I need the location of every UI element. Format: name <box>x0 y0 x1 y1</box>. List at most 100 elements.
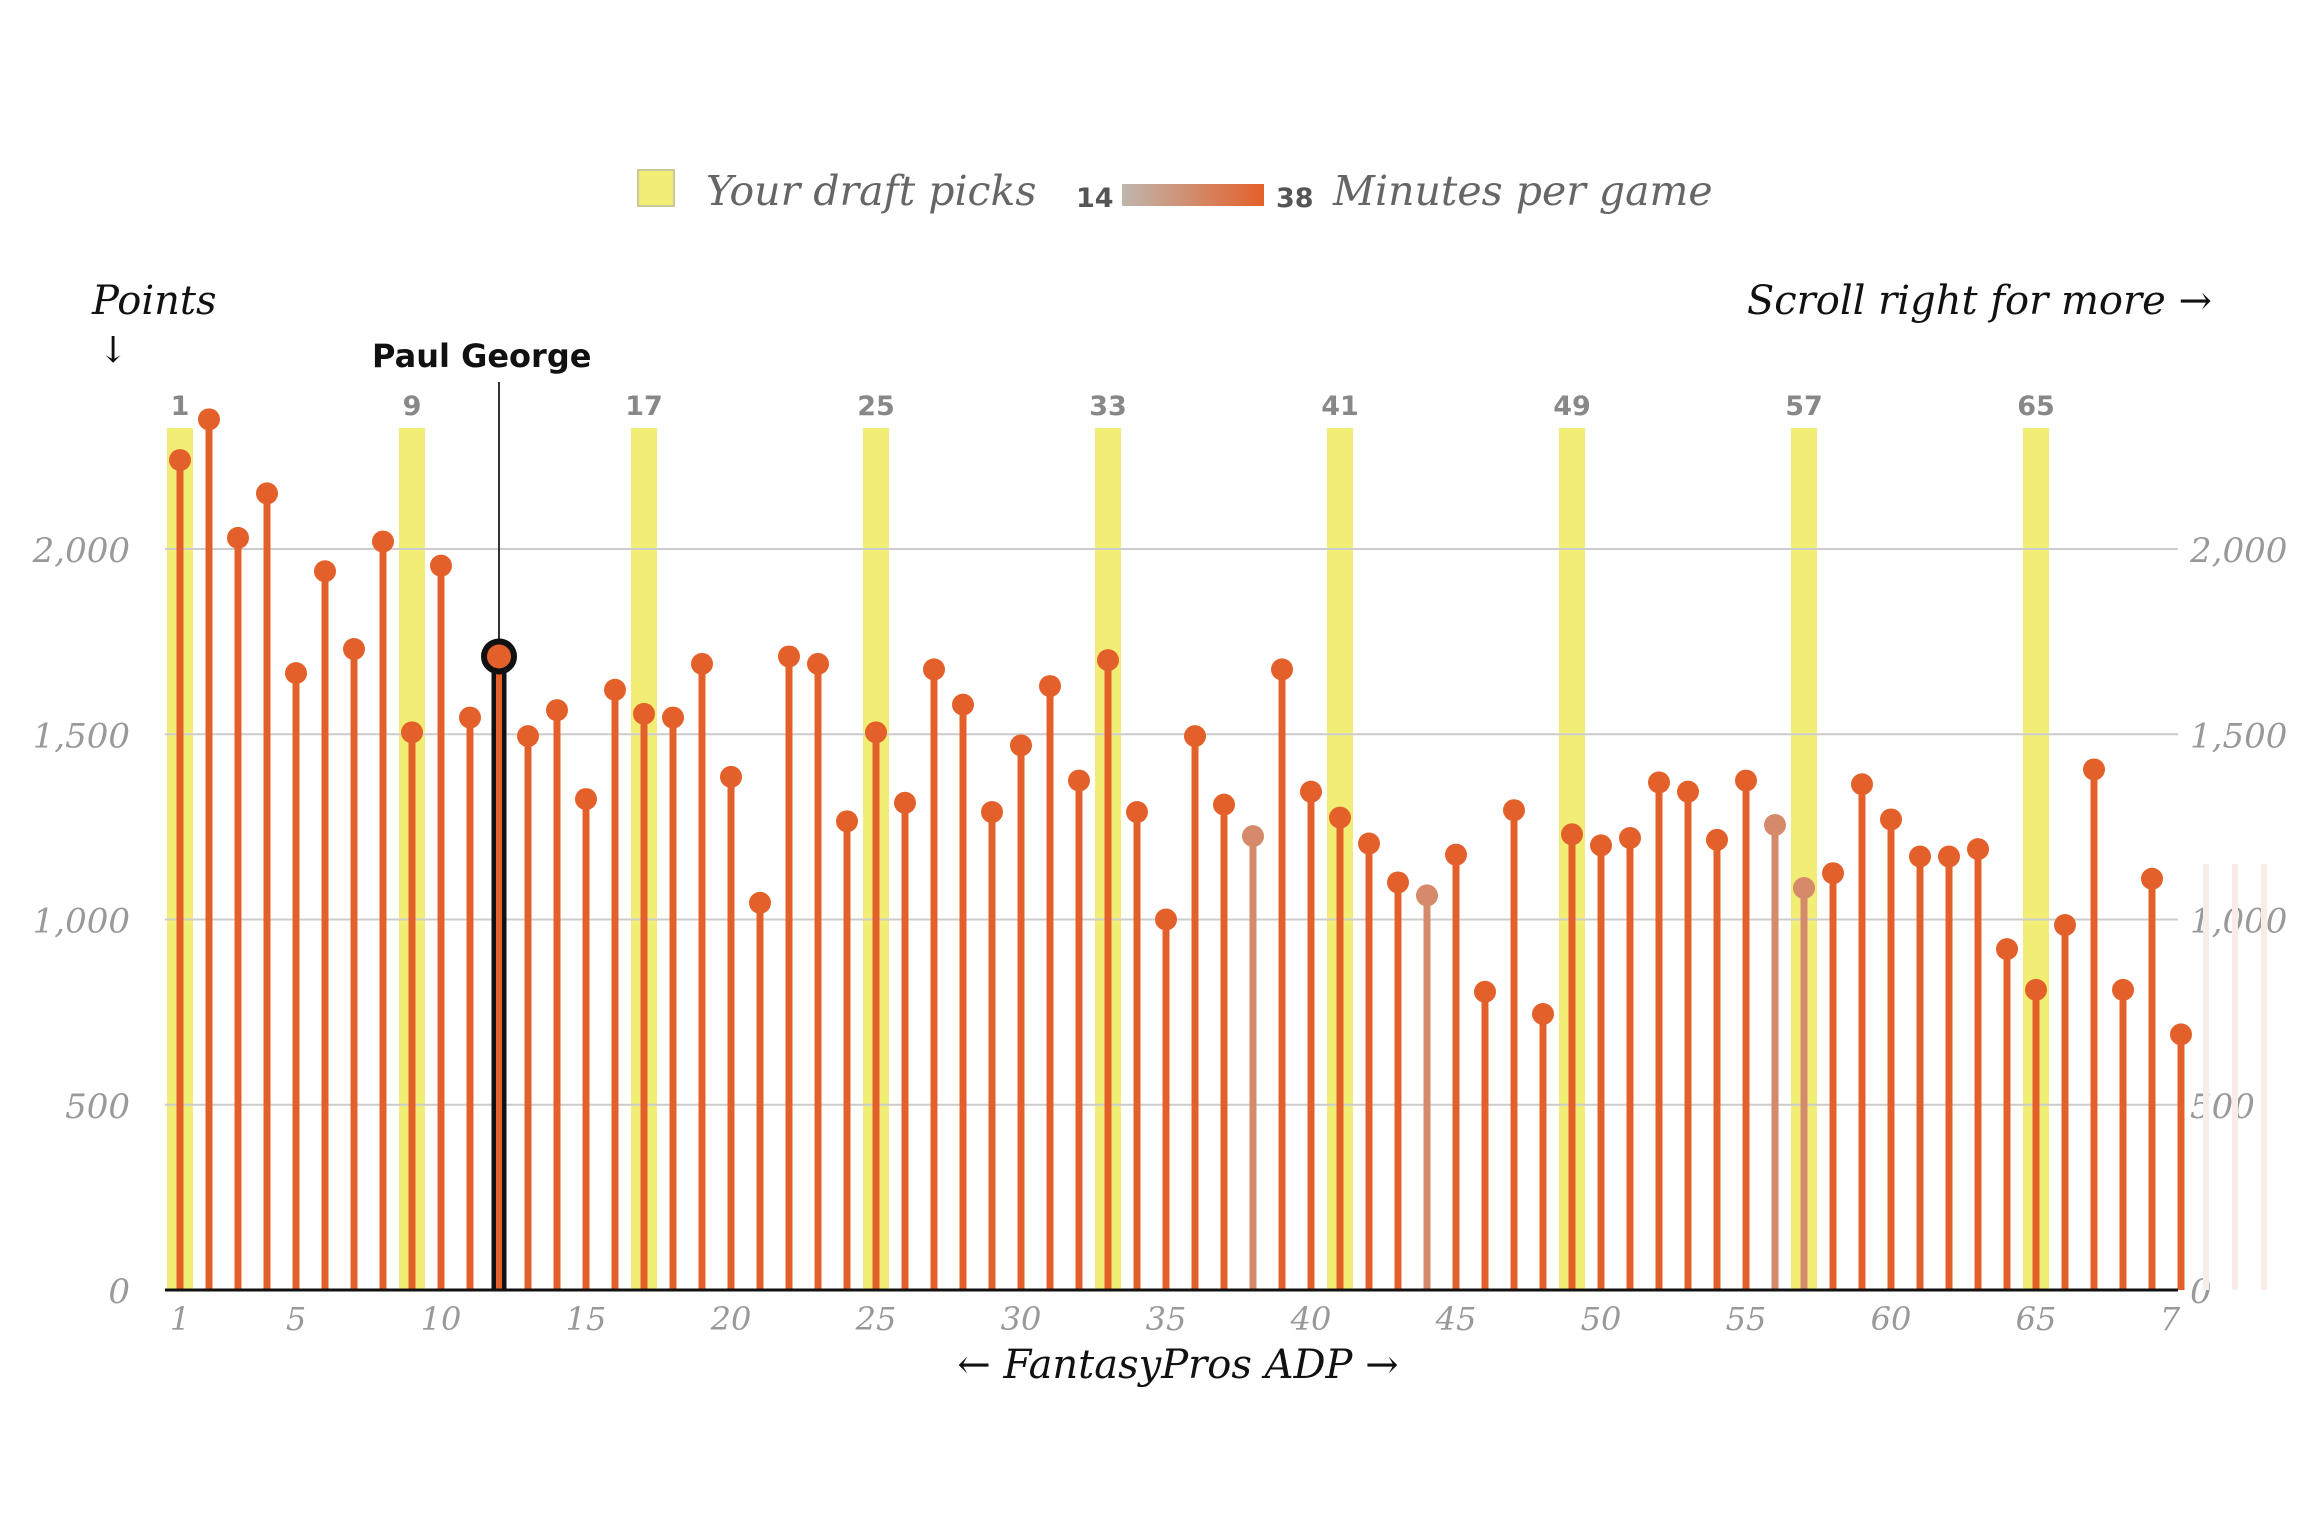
point-6[interactable] <box>314 560 336 583</box>
highlight-marker: Paul George <box>372 337 591 1290</box>
draft-pick-label-65: 65 <box>2017 391 2055 422</box>
point-28[interactable] <box>952 693 974 716</box>
point-50[interactable] <box>1590 834 1612 857</box>
point-58[interactable] <box>1822 862 1844 885</box>
point-70[interactable] <box>2170 1023 2192 1046</box>
x-tick-15: 15 <box>566 1300 607 1338</box>
point-49[interactable] <box>1561 823 1583 846</box>
point-53[interactable] <box>1677 780 1699 803</box>
point-8[interactable] <box>372 530 394 553</box>
x-tick-5: 5 <box>286 1300 306 1338</box>
x-ticks: 1 5 10 15 20 25 30 35 40 45 50 55 60 65 7 <box>170 1300 2181 1338</box>
highlight-point[interactable] <box>481 638 517 675</box>
point-29[interactable] <box>981 801 1003 824</box>
point-48[interactable] <box>1532 1002 1554 1025</box>
point-34[interactable] <box>1126 801 1148 824</box>
point-38[interactable] <box>1242 825 1264 848</box>
point-62[interactable] <box>1938 845 1960 868</box>
draft-pick-label-25: 25 <box>857 391 895 422</box>
point-61[interactable] <box>1909 845 1931 868</box>
x-tick-65: 65 <box>2016 1300 2057 1338</box>
point-43[interactable] <box>1387 871 1409 894</box>
point-7[interactable] <box>343 638 365 661</box>
point-33[interactable] <box>1097 649 1119 672</box>
point-1[interactable] <box>169 449 191 472</box>
draft-pick-label-1: 1 <box>171 391 190 422</box>
faded-next-columns <box>2203 863 2267 1290</box>
point-40[interactable] <box>1300 780 1322 803</box>
point-20[interactable] <box>720 765 742 788</box>
point-31[interactable] <box>1039 675 1061 698</box>
point-27[interactable] <box>923 658 945 681</box>
point-63[interactable] <box>1967 838 1989 861</box>
draft-pick-label-49: 49 <box>1553 391 1591 422</box>
point-30[interactable] <box>1010 734 1032 757</box>
point-65[interactable] <box>2025 978 2047 1001</box>
minutes-min-label: 14 <box>1076 183 1114 214</box>
x-tick-45: 45 <box>1435 1300 1477 1338</box>
point-47[interactable] <box>1503 799 1525 822</box>
y-tick-left-1500: 1,500 <box>33 716 130 756</box>
scroll-hint[interactable]: Scroll right for more → <box>1747 278 2212 324</box>
point-9[interactable] <box>401 721 423 744</box>
point-3[interactable] <box>227 526 249 549</box>
point-52[interactable] <box>1648 771 1670 794</box>
point-35[interactable] <box>1155 908 1177 931</box>
point-13[interactable] <box>517 725 539 748</box>
x-tick-35: 35 <box>1146 1300 1187 1338</box>
point-23[interactable] <box>807 652 829 675</box>
point-21[interactable] <box>749 891 771 914</box>
point-57[interactable] <box>1793 877 1815 900</box>
x-tick-30: 30 <box>1001 1300 1042 1338</box>
point-46[interactable] <box>1474 980 1496 1003</box>
point-5[interactable] <box>285 662 307 685</box>
draft-pick-labels: 1 9 17 25 33 41 49 57 65 <box>171 391 2055 422</box>
x-tick-55: 55 <box>1726 1300 1767 1338</box>
point-26[interactable] <box>894 791 916 814</box>
point-37[interactable] <box>1213 793 1235 816</box>
y-tick-left-1000: 1,000 <box>33 902 130 942</box>
point-19[interactable] <box>691 652 713 675</box>
point-25[interactable] <box>865 721 887 744</box>
highlight-name-label: Paul George <box>372 337 591 375</box>
point-32[interactable] <box>1068 769 1090 792</box>
point-41[interactable] <box>1329 806 1351 829</box>
point-67[interactable] <box>2083 758 2105 781</box>
point-56[interactable] <box>1764 814 1786 837</box>
point-68[interactable] <box>2112 978 2134 1001</box>
y-tick-right-2000: 2,000 <box>2189 531 2287 571</box>
point-60[interactable] <box>1880 808 1902 831</box>
point-24[interactable] <box>836 810 858 833</box>
point-18[interactable] <box>662 706 684 729</box>
point-14[interactable] <box>546 699 568 722</box>
point-10[interactable] <box>430 554 452 577</box>
draft-pick-label-57: 57 <box>1785 391 1823 422</box>
point-44[interactable] <box>1416 884 1438 907</box>
point-17[interactable] <box>633 702 655 725</box>
y-tick-right-500: 500 <box>2190 1087 2255 1127</box>
point-51[interactable] <box>1619 826 1641 849</box>
point-64[interactable] <box>1996 938 2018 961</box>
point-45[interactable] <box>1445 843 1467 866</box>
x-tick-20: 20 <box>710 1300 752 1338</box>
point-16[interactable] <box>604 678 626 701</box>
point-59[interactable] <box>1851 773 1873 796</box>
point-36[interactable] <box>1184 725 1206 748</box>
point-22[interactable] <box>778 645 800 668</box>
point-11[interactable] <box>459 706 481 729</box>
point-4[interactable] <box>256 482 278 505</box>
point-39[interactable] <box>1271 658 1293 681</box>
point-69[interactable] <box>2141 867 2163 890</box>
point-15[interactable] <box>575 788 597 811</box>
x-tick-25: 25 <box>855 1300 897 1338</box>
point-66[interactable] <box>2054 914 2076 937</box>
point-42[interactable] <box>1358 832 1380 855</box>
y-tick-right-1500: 1,500 <box>2190 716 2287 756</box>
point-55[interactable] <box>1735 769 1757 792</box>
lollipop-stems <box>169 408 2192 1290</box>
point-54[interactable] <box>1706 828 1728 851</box>
draft-pick-label-41: 41 <box>1321 391 1359 422</box>
point-2[interactable] <box>198 408 220 431</box>
